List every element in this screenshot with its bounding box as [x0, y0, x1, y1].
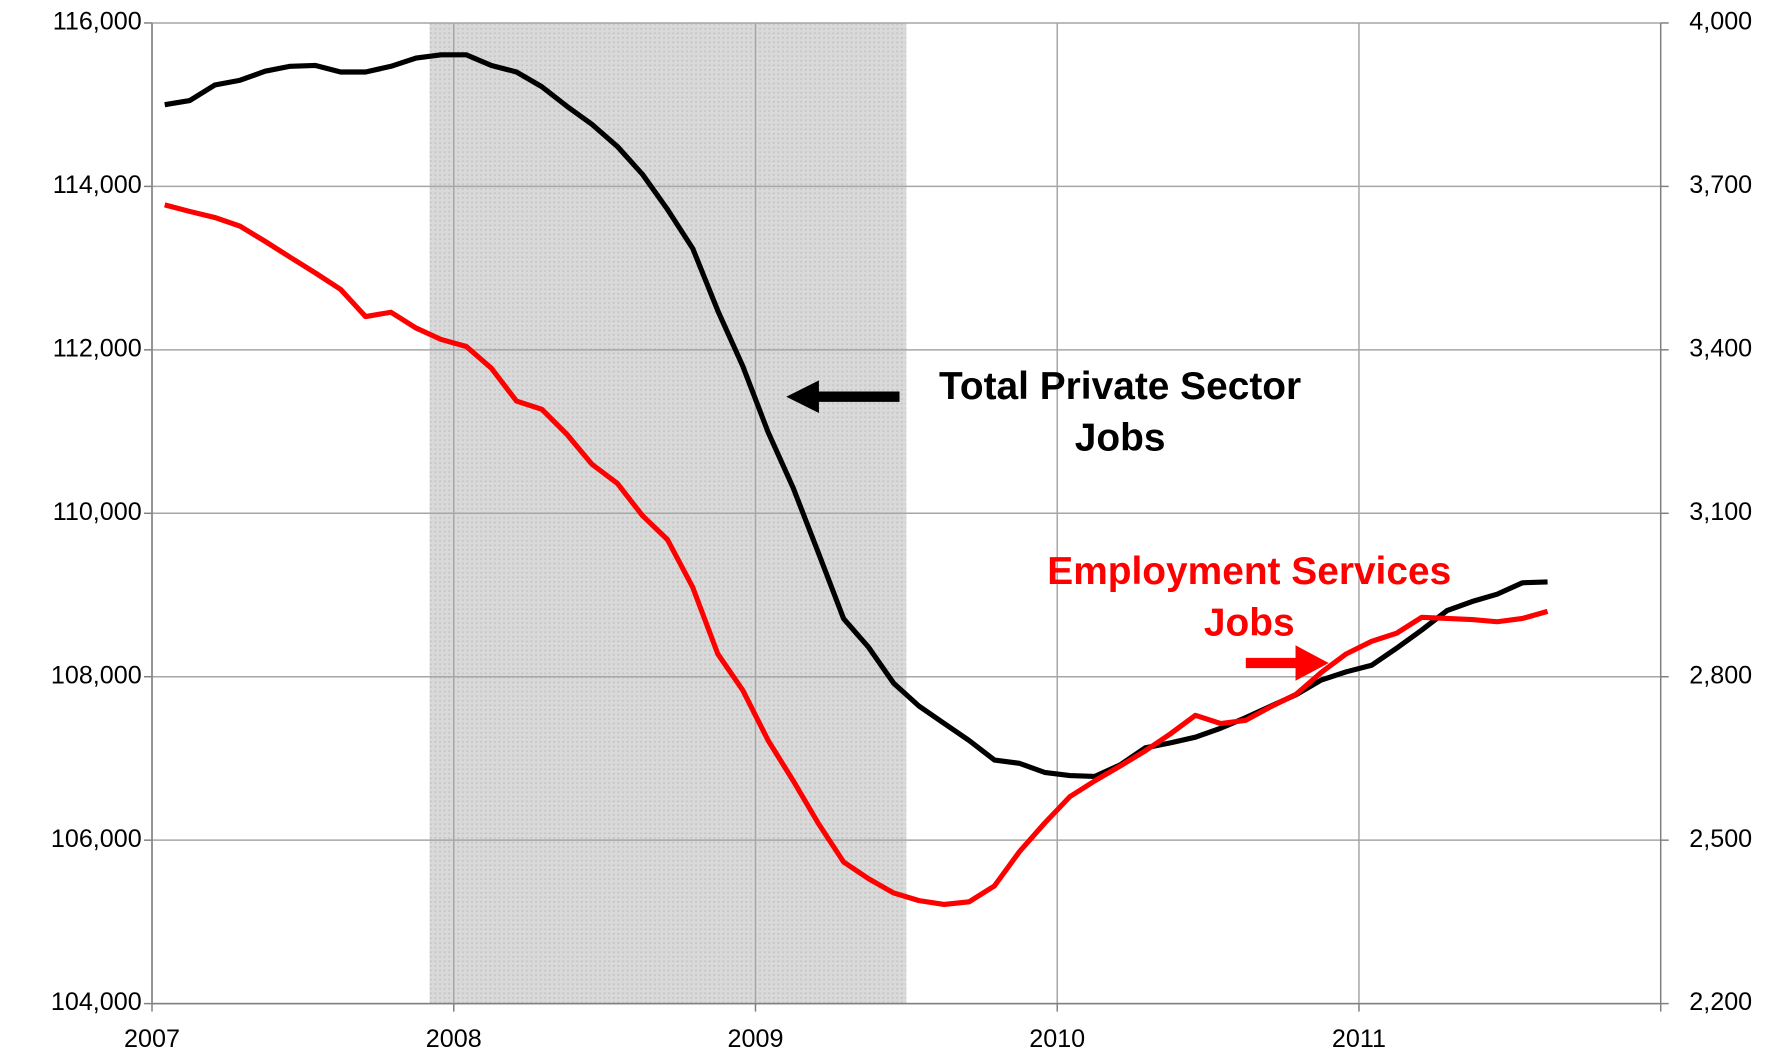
- annotation-arrow: [786, 380, 900, 414]
- series-line: [164, 52, 1548, 779]
- label-layer: 104,000 106,000 108,000 110,000 112,000 114,0…: [51, 8, 1752, 1053]
- y2-tick-label: 3,700: [1689, 171, 1752, 199]
- y2-tick-label: 2,800: [1689, 661, 1752, 689]
- line-layer: [164, 52, 1549, 907]
- grid-layer: [144, 22, 1669, 1012]
- y2-tick-label: 2,500: [1689, 825, 1752, 853]
- y-tick-label: 106,000: [51, 825, 142, 853]
- y2-tick-label: 2,200: [1689, 988, 1752, 1016]
- series-annotation: Total Private Sector: [939, 365, 1301, 408]
- x-tick-label: 2007: [124, 1025, 180, 1053]
- series-line: [164, 202, 1549, 907]
- x-tick-label: 2009: [728, 1025, 784, 1053]
- series-annotation: Jobs: [1075, 416, 1166, 459]
- x-tick-label: 2010: [1029, 1025, 1085, 1053]
- y-tick-label: 116,000: [53, 8, 142, 36]
- series-annotation: Jobs: [1204, 602, 1295, 645]
- y-tick-label: 108,000: [51, 661, 142, 689]
- y-tick-label: 114,000: [53, 171, 142, 199]
- series-annotation: Employment Services: [1047, 550, 1451, 593]
- y2-tick-label: 3,100: [1689, 498, 1752, 526]
- y-tick-label: 104,000: [51, 988, 142, 1016]
- x-tick-label: 2008: [426, 1025, 482, 1053]
- y-tick-label: 110,000: [53, 498, 142, 526]
- annotation-arrow: [1245, 645, 1329, 681]
- y2-tick-label: 3,400: [1689, 334, 1752, 362]
- y-tick-label: 112,000: [53, 334, 142, 362]
- y2-tick-label: 4,000: [1689, 8, 1752, 36]
- x-tick-label: 2011: [1332, 1025, 1386, 1053]
